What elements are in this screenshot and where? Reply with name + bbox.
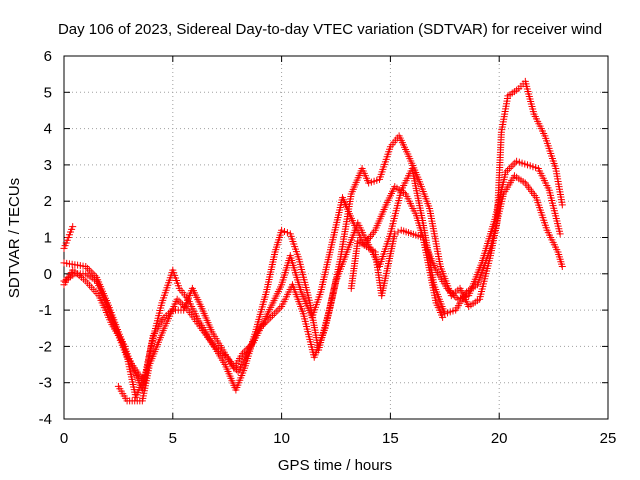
data-point xyxy=(452,293,460,301)
data-point xyxy=(276,304,284,312)
data-point xyxy=(445,286,453,294)
data-point xyxy=(267,313,275,321)
data-point xyxy=(84,264,92,272)
data-point xyxy=(448,290,456,298)
data-point xyxy=(511,159,519,167)
y-tick-label: -3 xyxy=(39,375,52,392)
series-trace-c xyxy=(60,165,566,401)
data-point xyxy=(504,166,512,174)
y-tick-label: -1 xyxy=(39,302,52,319)
data-point xyxy=(258,322,266,330)
data-point xyxy=(89,270,97,278)
data-point xyxy=(85,266,93,274)
x-tick-label: 5 xyxy=(169,430,177,447)
data-point xyxy=(263,317,271,325)
x-tick-label: 25 xyxy=(600,430,617,447)
y-tick-label: -2 xyxy=(39,338,52,355)
data-point xyxy=(556,230,564,238)
data-point xyxy=(509,161,517,169)
y-tick-label: 5 xyxy=(44,84,52,101)
data-point xyxy=(145,364,153,372)
data-point xyxy=(180,302,188,310)
data-point xyxy=(182,304,190,312)
data-point xyxy=(439,313,447,321)
data-point xyxy=(265,315,273,323)
data-point xyxy=(278,226,286,234)
chart-title: Day 106 of 2023, Sidereal Day-to-day VTE… xyxy=(58,21,602,38)
data-point xyxy=(558,263,566,271)
y-axis-label: SDTVAR / TECUs xyxy=(6,178,23,298)
x-tick-label: 0 xyxy=(60,430,68,447)
axis-ticks xyxy=(63,55,609,420)
y-tick-label: 0 xyxy=(44,266,52,283)
data-point xyxy=(69,223,77,231)
data-point xyxy=(505,165,513,173)
data-point xyxy=(394,228,402,236)
data-point xyxy=(259,321,267,329)
y-tick-label: -4 xyxy=(39,411,52,428)
x-tick-label: 10 xyxy=(273,430,290,447)
data-point xyxy=(238,350,246,358)
data-point xyxy=(507,163,515,171)
data-point xyxy=(502,168,510,176)
data-point xyxy=(269,312,277,320)
series-trace-d xyxy=(60,223,447,405)
data-series xyxy=(60,77,566,405)
y-tick-label: 6 xyxy=(44,48,52,65)
y-tick-label: 4 xyxy=(44,121,52,138)
data-point xyxy=(281,227,289,235)
data-point xyxy=(256,324,264,332)
x-tick-label: 15 xyxy=(382,430,399,447)
data-point xyxy=(177,299,185,307)
y-tick-label: 3 xyxy=(44,157,52,174)
data-point xyxy=(261,319,269,327)
data-point xyxy=(447,288,455,296)
data-point xyxy=(87,268,95,276)
data-point xyxy=(179,301,187,309)
data-point xyxy=(274,306,282,314)
y-tick-labels: -4 -3 -2 -1 0 1 2 3 4 5 6 xyxy=(39,48,52,428)
x-tick-labels: 0 5 10 15 20 25 xyxy=(60,430,617,447)
y-tick-label: 1 xyxy=(44,230,52,247)
data-point xyxy=(270,310,278,318)
y-tick-label: 2 xyxy=(44,193,52,210)
data-point xyxy=(443,284,451,292)
data-point xyxy=(272,308,280,316)
x-axis-label: GPS time / hours xyxy=(278,457,392,474)
data-point xyxy=(173,295,181,303)
data-point xyxy=(391,230,399,238)
data-point xyxy=(450,292,458,300)
data-point xyxy=(558,201,566,209)
x-tick-label: 20 xyxy=(491,430,508,447)
data-point xyxy=(82,263,90,271)
data-point xyxy=(175,297,183,305)
data-point xyxy=(283,229,291,237)
